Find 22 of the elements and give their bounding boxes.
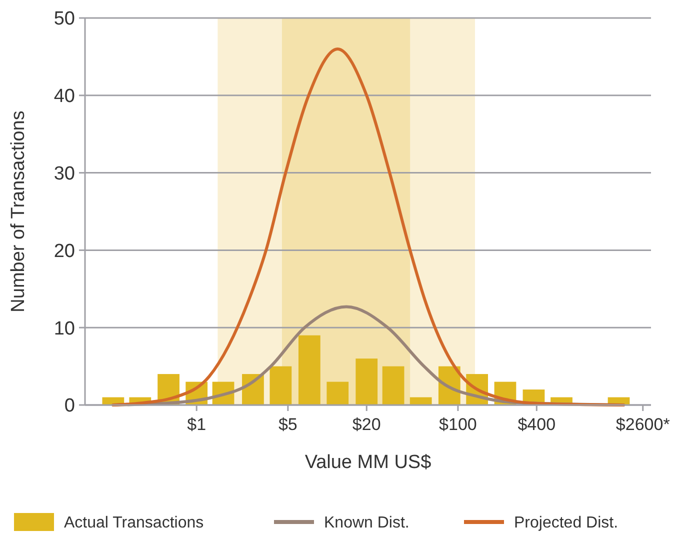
x-tick-label: $1 <box>187 415 206 434</box>
legend-label: Known Dist. <box>324 514 410 532</box>
y-tick-label: 20 <box>54 240 75 262</box>
legend-label: Projected Dist. <box>514 514 618 532</box>
bar <box>270 366 292 405</box>
bar <box>298 335 320 405</box>
bar <box>326 382 349 405</box>
y-tick-label: 30 <box>54 163 75 184</box>
y-axis-title: Number of Transactions <box>8 110 29 312</box>
x-axis-title: Value MM US$ <box>304 452 432 473</box>
y-tick-label: 10 <box>54 318 75 340</box>
legend-label: Actual Transactions <box>64 514 204 532</box>
y-tick-label: 40 <box>54 86 75 108</box>
x-tick-label: $2600* <box>616 415 670 434</box>
x-tick-label: $400 <box>518 415 556 434</box>
bar <box>382 366 404 405</box>
x-tick-label: $100 <box>439 415 477 434</box>
x-tick-label: $20 <box>352 415 381 434</box>
bar <box>410 397 432 405</box>
y-tick-label: 50 <box>54 8 75 30</box>
x-tick-label: $5 <box>278 415 298 434</box>
y-tick-label: 0 <box>64 396 75 417</box>
